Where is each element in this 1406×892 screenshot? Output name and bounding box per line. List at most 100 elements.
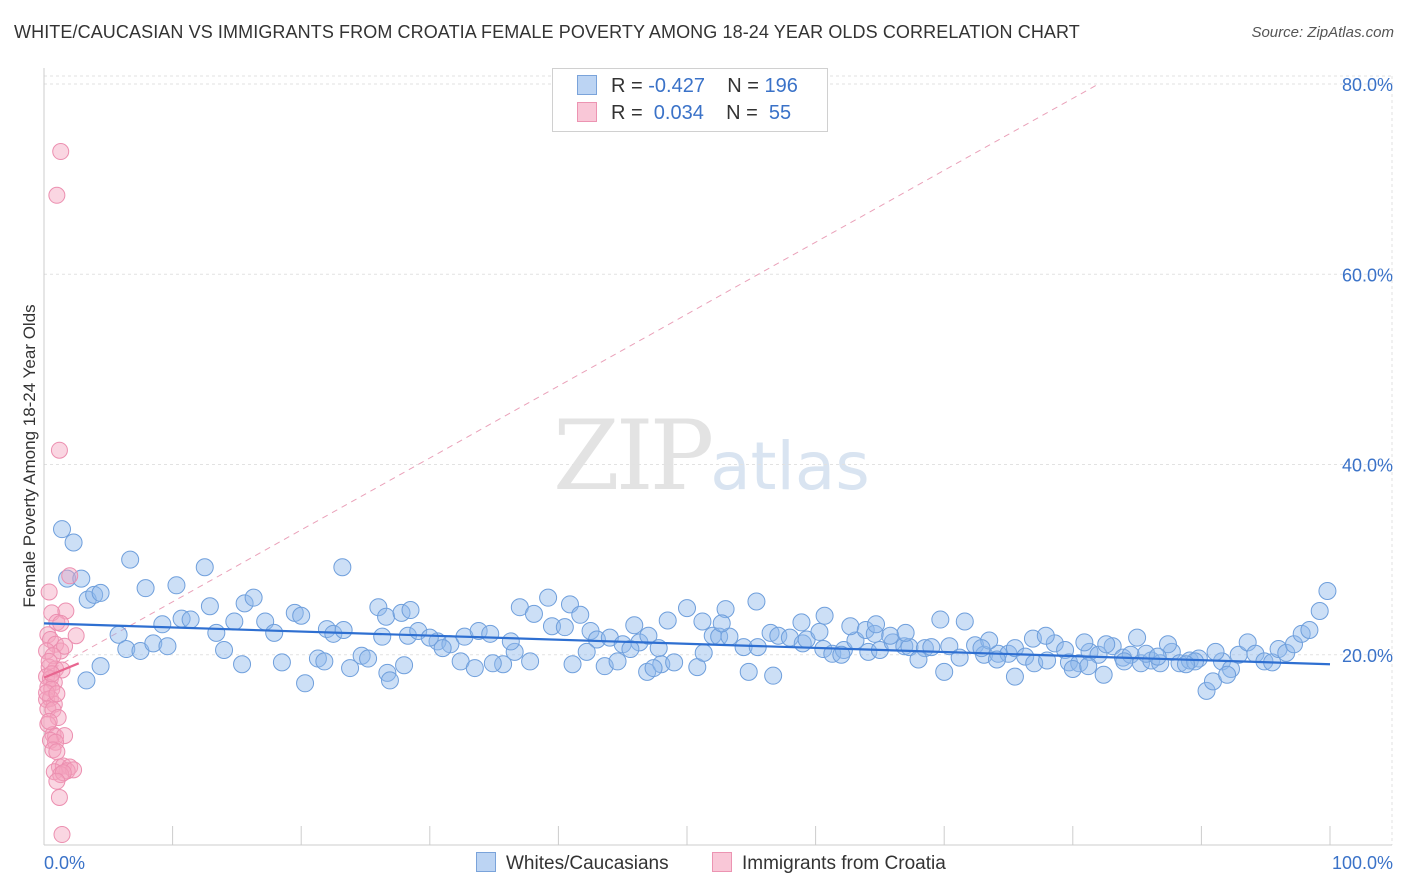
point-whites — [739, 662, 758, 681]
point-croatia — [53, 826, 71, 844]
point-whites — [469, 621, 488, 640]
point-croatia — [48, 772, 66, 790]
point-whites — [865, 624, 884, 643]
point-whites — [144, 634, 163, 653]
point-croatia — [49, 709, 67, 727]
point-whites — [935, 662, 954, 681]
point-whites — [909, 650, 928, 669]
y-axis-label: Female Poverty Among 18-24 Year Olds — [20, 304, 39, 607]
correlation-legend: R = -0.427 N = 196 R = 0.034 N = 55 — [552, 68, 828, 132]
point-whites — [694, 643, 713, 662]
point-whites — [369, 598, 388, 617]
point-whites — [121, 550, 140, 569]
point-whites — [77, 671, 96, 690]
point-whites — [181, 610, 200, 629]
legend-r-value: 0.034 — [648, 102, 704, 124]
bottom-legend-label: Whites/Caucasians — [506, 853, 669, 874]
point-whites — [58, 569, 77, 588]
source-label: Source: ZipAtlas.com — [1251, 24, 1394, 41]
point-whites — [1310, 601, 1329, 620]
point-whites — [272, 653, 291, 672]
point-croatia — [65, 761, 83, 779]
point-whites — [136, 579, 155, 598]
watermark-atlas: atlas — [710, 428, 870, 505]
point-whites — [1079, 657, 1098, 676]
point-whites — [716, 600, 735, 619]
point-whites — [494, 655, 513, 674]
diagonal-reference-line — [43, 83, 1099, 675]
point-croatia — [50, 441, 68, 459]
point-whites — [769, 626, 788, 645]
point-whites — [333, 558, 352, 577]
point-whites — [931, 610, 950, 629]
point-croatia — [50, 788, 68, 806]
point-whites — [315, 652, 334, 671]
y-tick-label: 40.0% — [1342, 456, 1393, 476]
legend-row-whites: R = -0.427 N = 196 — [577, 75, 798, 101]
point-whites — [867, 615, 886, 634]
point-whites — [571, 605, 590, 624]
point-croatia — [52, 143, 70, 161]
point-whites — [117, 640, 136, 659]
point-croatia — [48, 743, 66, 761]
point-whites — [539, 588, 558, 607]
reference-line — [43, 83, 1099, 675]
point-whites — [153, 615, 172, 634]
point-whites — [1103, 637, 1122, 656]
legend-n-label: N = — [726, 102, 764, 124]
point-whites — [1206, 642, 1225, 661]
point-whites — [292, 606, 311, 625]
x-tick-label-max: 100.0% — [1332, 853, 1393, 873]
watermark-zip: ZIP — [553, 400, 714, 512]
point-whites — [1094, 665, 1113, 684]
point-whites — [810, 622, 829, 641]
bottom-legend-whites: Whites/Caucasians — [476, 852, 669, 875]
legend-n-value: 55 — [763, 102, 792, 124]
legend-n-label: N = — [727, 75, 765, 97]
point-whites — [465, 659, 484, 678]
point-whites — [373, 627, 392, 646]
point-whites — [483, 654, 502, 673]
point-whites — [72, 569, 91, 588]
axes — [43, 68, 1392, 846]
point-whites — [639, 626, 658, 645]
point-whites — [521, 652, 540, 671]
point-whites — [1075, 633, 1094, 652]
axis-labels: 20.0% 40.0% 60.0% 80.0% 0.0% 100.0% Female Pov… — [20, 75, 1393, 873]
point-whites — [621, 640, 640, 659]
point-whites — [1218, 665, 1237, 684]
point-whites — [207, 623, 226, 642]
series-croatia-points — [38, 143, 85, 844]
legend-r-label: R = — [611, 102, 649, 124]
point-whites — [881, 626, 900, 645]
point-whites — [1148, 647, 1167, 666]
point-whites — [987, 650, 1006, 669]
point-whites — [296, 674, 315, 693]
point-whites — [859, 642, 878, 661]
bottom-swatch-blue — [476, 852, 496, 872]
point-croatia — [40, 583, 58, 601]
legend-r-label: R = — [611, 75, 649, 97]
watermark: ZIPatlas — [553, 400, 870, 512]
legend-n-value: 196 — [764, 75, 798, 97]
point-whites — [542, 617, 561, 636]
point-whites — [608, 652, 627, 671]
point-whites — [555, 618, 574, 637]
point-whites — [225, 612, 244, 631]
point-whites — [481, 624, 500, 643]
point-whites — [764, 666, 783, 685]
point-croatia — [67, 627, 85, 645]
point-whites — [1045, 634, 1064, 653]
gridlines — [44, 75, 1393, 845]
point-whites — [91, 583, 110, 602]
point-whites — [505, 642, 524, 661]
point-whites — [420, 628, 439, 647]
x-tick-label-min: 0.0% — [44, 853, 85, 873]
point-whites — [235, 594, 254, 613]
point-whites — [625, 616, 644, 635]
point-croatia — [54, 764, 72, 782]
point-whites — [401, 601, 420, 620]
legend-r-value: -0.427 — [648, 75, 705, 97]
point-whites — [53, 520, 72, 539]
point-whites — [577, 642, 596, 661]
